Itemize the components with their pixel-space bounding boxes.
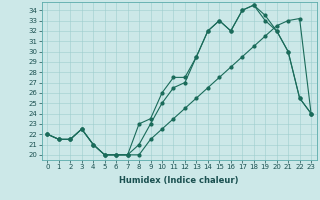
- X-axis label: Humidex (Indice chaleur): Humidex (Indice chaleur): [119, 176, 239, 185]
